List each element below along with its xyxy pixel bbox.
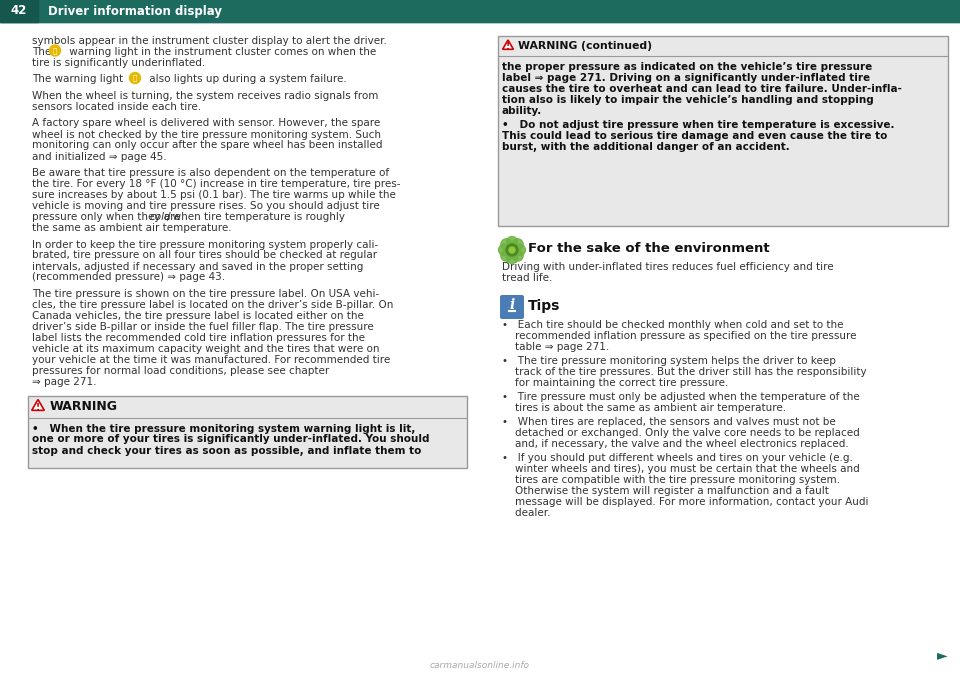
Text: ability.: ability. xyxy=(502,106,542,116)
Text: monitoring can only occur after the spare wheel has been installed: monitoring can only occur after the spar… xyxy=(32,141,382,150)
Text: table ⇒ page 271.: table ⇒ page 271. xyxy=(502,342,610,352)
Text: brated, tire pressure on all four tires should be checked at regular: brated, tire pressure on all four tires … xyxy=(32,250,377,260)
Text: sensors located inside each tire.: sensors located inside each tire. xyxy=(32,102,202,112)
Circle shape xyxy=(507,237,517,248)
Text: For the sake of the environment: For the sake of the environment xyxy=(528,243,770,256)
Text: your vehicle at the time it was manufactured. For recommended tire: your vehicle at the time it was manufact… xyxy=(32,355,391,365)
Text: i: i xyxy=(510,298,515,312)
Text: Tips: Tips xyxy=(528,299,561,313)
Text: carmanualsonline.info: carmanualsonline.info xyxy=(430,661,530,670)
Text: label ⇒ page 271. Driving on a significantly under-inflated tire: label ⇒ page 271. Driving on a significa… xyxy=(502,73,870,83)
Text: •   When tires are replaced, the sensors and valves must not be: • When tires are replaced, the sensors a… xyxy=(502,417,836,427)
Text: and, if necessary, the valve and the wheel electronics replaced.: and, if necessary, the valve and the whe… xyxy=(502,439,849,449)
Circle shape xyxy=(512,250,523,261)
Text: the proper pressure as indicated on the vehicle’s tire pressure: the proper pressure as indicated on the … xyxy=(502,62,873,72)
Circle shape xyxy=(501,239,512,250)
Text: pressures for normal load conditions, please see chapter: pressures for normal load conditions, pl… xyxy=(32,366,329,376)
Text: vehicle at its maximum capacity weight and the tires that were on: vehicle at its maximum capacity weight a… xyxy=(32,344,379,354)
Text: cold: cold xyxy=(149,212,171,222)
Polygon shape xyxy=(32,400,44,410)
Text: tread life.: tread life. xyxy=(502,273,552,283)
Text: tire is significantly underinflated.: tire is significantly underinflated. xyxy=(32,58,205,68)
Text: ⇒ page 271.: ⇒ page 271. xyxy=(32,377,97,387)
Text: wheel is not checked by the tire pressure monitoring system. Such: wheel is not checked by the tire pressur… xyxy=(32,129,381,139)
Text: tion also is likely to impair the vehicle’s handling and stopping: tion also is likely to impair the vehicl… xyxy=(502,95,874,105)
Circle shape xyxy=(507,252,517,263)
Text: detached or exchanged. Only the valve core needs to be replaced: detached or exchanged. Only the valve co… xyxy=(502,428,860,438)
Text: Canada vehicles, the tire pressure label is located either on the: Canada vehicles, the tire pressure label… xyxy=(32,311,364,321)
Text: label lists the recommended cold tire inflation pressures for the: label lists the recommended cold tire in… xyxy=(32,333,365,343)
Text: the tire. For every 18 °F (10 °C) increase in tire temperature, tire pres-: the tire. For every 18 °F (10 °C) increa… xyxy=(32,179,400,189)
Text: driver’s side B-pillar or inside the fuel filler flap. The tire pressure: driver’s side B-pillar or inside the fue… xyxy=(32,322,373,332)
Text: Ⓣ: Ⓣ xyxy=(132,75,137,82)
Text: for maintaining the correct tire pressure.: for maintaining the correct tire pressur… xyxy=(502,378,729,388)
Circle shape xyxy=(501,250,512,261)
Text: cles, the tire pressure label is located on the driver’s side B-pillar. On: cles, the tire pressure label is located… xyxy=(32,300,394,310)
Text: stop and check your tires as soon as possible, and inflate them to: stop and check your tires as soon as pos… xyxy=(32,445,421,456)
Text: A factory spare wheel is delivered with sensor. However, the spare: A factory spare wheel is delivered with … xyxy=(32,118,380,129)
Text: pressure only when they are: pressure only when they are xyxy=(32,212,184,222)
FancyBboxPatch shape xyxy=(28,396,467,468)
Text: The warning light: The warning light xyxy=(32,75,127,84)
Text: , when tire temperature is roughly: , when tire temperature is roughly xyxy=(166,212,345,222)
Text: symbols appear in the instrument cluster display to alert the driver.: symbols appear in the instrument cluster… xyxy=(32,36,387,46)
Text: vehicle is moving and tire pressure rises. So you should adjust tire: vehicle is moving and tire pressure rise… xyxy=(32,201,380,211)
Text: !: ! xyxy=(36,403,40,411)
Text: burst, with the additional danger of an accident.: burst, with the additional danger of an … xyxy=(502,142,790,152)
Text: and initialized ⇒ page 45.: and initialized ⇒ page 45. xyxy=(32,152,167,162)
Bar xyxy=(0,0,960,22)
Text: •   The tire pressure monitoring system helps the driver to keep: • The tire pressure monitoring system he… xyxy=(502,356,836,366)
Text: •   When the tire pressure monitoring system warning light is lit,: • When the tire pressure monitoring syst… xyxy=(32,424,416,434)
Circle shape xyxy=(130,73,140,84)
Text: •   Tire pressure must only be adjusted when the temperature of the: • Tire pressure must only be adjusted wh… xyxy=(502,392,860,402)
Text: causes the tire to overheat and can lead to tire failure. Under-infla-: causes the tire to overheat and can lead… xyxy=(502,84,901,94)
Text: Ⓣ: Ⓣ xyxy=(53,47,58,54)
Text: one or more of your tires is significantly under-inflated. You should: one or more of your tires is significant… xyxy=(32,435,429,445)
Text: also lights up during a system failure.: also lights up during a system failure. xyxy=(146,75,347,84)
Text: Otherwise the system will register a malfunction and a fault: Otherwise the system will register a mal… xyxy=(502,486,828,496)
Text: !: ! xyxy=(506,42,510,51)
Text: •   If you should put different wheels and tires on your vehicle (e.g.: • If you should put different wheels and… xyxy=(502,453,852,463)
Text: message will be displayed. For more information, contact your Audi: message will be displayed. For more info… xyxy=(502,497,869,507)
Text: 42: 42 xyxy=(11,5,27,18)
Text: (recommended pressure) ⇒ page 43.: (recommended pressure) ⇒ page 43. xyxy=(32,273,226,282)
Text: Be aware that tire pressure is also dependent on the temperature of: Be aware that tire pressure is also depe… xyxy=(32,168,389,178)
FancyBboxPatch shape xyxy=(498,36,948,226)
Circle shape xyxy=(498,245,510,256)
Text: •   Do not adjust tire pressure when tire temperature is excessive.: • Do not adjust tire pressure when tire … xyxy=(502,120,895,130)
Bar xyxy=(0,0,38,22)
Text: When the wheel is turning, the system receives radio signals from: When the wheel is turning, the system re… xyxy=(32,91,378,101)
Text: WARNING (continued): WARNING (continued) xyxy=(518,41,652,51)
Text: tires is about the same as ambient air temperature.: tires is about the same as ambient air t… xyxy=(502,403,786,413)
Polygon shape xyxy=(503,40,514,49)
Text: winter wheels and tires), you must be certain that the wheels and: winter wheels and tires), you must be ce… xyxy=(502,464,860,474)
FancyBboxPatch shape xyxy=(500,295,524,319)
Text: track of the tire pressures. But the driver still has the responsibility: track of the tire pressures. But the dri… xyxy=(502,367,867,377)
Circle shape xyxy=(512,239,523,250)
Text: the same as ambient air temperature.: the same as ambient air temperature. xyxy=(32,223,231,233)
Text: intervals, adjusted if necessary and saved in the proper setting: intervals, adjusted if necessary and sav… xyxy=(32,262,364,271)
Text: The tire pressure is shown on the tire pressure label. On USA vehi-: The tire pressure is shown on the tire p… xyxy=(32,289,379,299)
Text: tires are compatible with the tire pressure monitoring system.: tires are compatible with the tire press… xyxy=(502,475,840,485)
Text: dealer.: dealer. xyxy=(502,508,550,518)
Circle shape xyxy=(509,247,515,253)
Text: Driver information display: Driver information display xyxy=(48,5,222,18)
Text: warning light in the instrument cluster comes on when the: warning light in the instrument cluster … xyxy=(66,47,376,57)
Circle shape xyxy=(50,45,60,56)
Text: WARNING: WARNING xyxy=(50,400,118,413)
Circle shape xyxy=(506,244,518,256)
Text: ►: ► xyxy=(937,648,948,662)
Text: In order to keep the tire pressure monitoring system properly cali-: In order to keep the tire pressure monit… xyxy=(32,239,378,250)
Text: This could lead to serious tire damage and even cause the tire to: This could lead to serious tire damage a… xyxy=(502,131,887,141)
Text: Driving with under-inflated tires reduces fuel efficiency and tire: Driving with under-inflated tires reduce… xyxy=(502,262,833,272)
Text: recommended inflation pressure as specified on the tire pressure: recommended inflation pressure as specif… xyxy=(502,331,856,341)
Text: The: The xyxy=(32,47,55,57)
Text: sure increases by about 1.5 psi (0.1 bar). The tire warms up while the: sure increases by about 1.5 psi (0.1 bar… xyxy=(32,190,396,200)
Circle shape xyxy=(515,245,525,256)
Text: •   Each tire should be checked monthly when cold and set to the: • Each tire should be checked monthly wh… xyxy=(502,320,844,330)
